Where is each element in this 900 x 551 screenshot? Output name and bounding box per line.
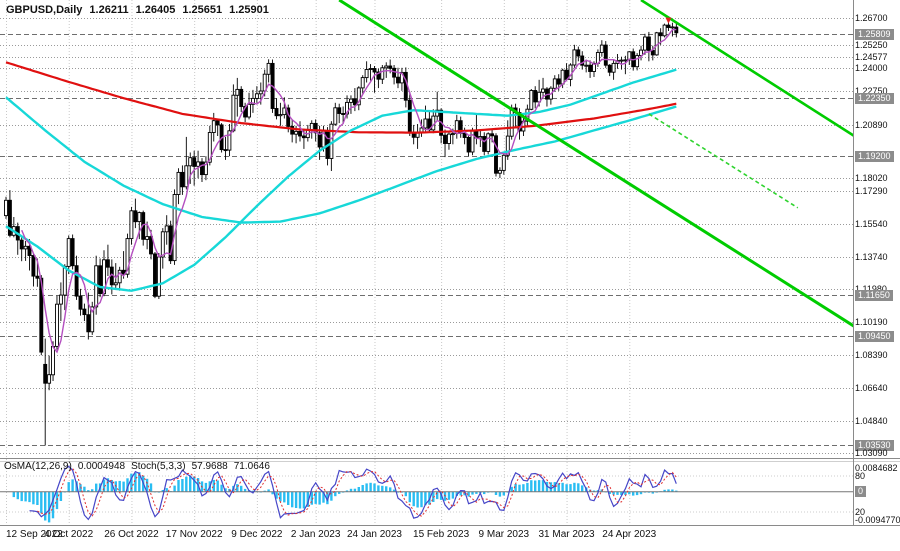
date-axis-label: 2 Jan 2023 [290,529,341,540]
date-axis-label: 12 Sep 2022 [6,529,63,540]
chart-title: GBPUSD,Daily 1.26211 1.26405 1.25651 1.2… [6,4,269,16]
date-axis-label: 24 Jan 2023 [346,529,402,540]
ma-cyan-slow [5,96,677,224]
ma-red-slow [5,61,677,134]
price-axis-label: 1.06640 [855,382,888,393]
date-axis-label: 9 Mar 2023 [478,529,530,540]
date-axis-label: 4 Oct 2022 [44,529,94,540]
indicator-axis-label: 0 [855,485,867,497]
descending-trendline-upper [640,0,853,137]
price-axis-label: 1.24577 [855,52,888,63]
stochastic-lines [29,465,677,521]
stoch-d-value: 71.0646 [233,461,270,472]
date-axis-label: 24 Apr 2023 [602,529,657,540]
stoch-name: Stoch(5,3,3) [131,461,186,472]
ohlc-high: 1.26405 [135,4,176,16]
price-axis-label: 1.13740 [855,251,888,262]
ohlc-close: 1.25901 [229,4,269,16]
price-axis-label: 1.22750 [855,85,888,96]
price-axis-label: 1.17290 [855,186,888,197]
price-axis-label: 1.20890 [855,120,888,131]
date-axis-label: 15 Feb 2023 [413,529,470,540]
price-level-badge: 1.25809 [855,29,894,41]
price-axis-label: 1.26700 [855,13,888,24]
price-axis-label: 1.25250 [855,39,888,50]
indicator-axis-label: 80 [855,471,866,481]
grid-layer [6,0,631,525]
osma-name: OsMA(12,26,9) [4,461,72,472]
indicator-axis-label: 20 [855,507,866,517]
ma-cyan-fast [5,68,677,292]
indicator-label: OsMA(12,26,9) 0.0004948 Stoch(5,3,3) 57.… [4,461,270,472]
price-axis-label: 1.11980 [855,284,887,295]
moving-averages-layer [5,28,677,354]
price-level-badge: 1.09450 [855,330,894,342]
price-axis-label: 1.18020 [855,172,888,183]
price-axis-label: 1.08390 [855,350,888,361]
price-axis-label: 1.04840 [855,415,888,426]
stoch-signal-line [37,467,677,517]
date-axis-label: 26 Oct 2022 [104,529,159,540]
price-level-badge: 1.03530 [855,439,894,451]
date-axis-label: 31 Mar 2023 [538,529,595,540]
date-axis-label: 9 Dec 2022 [231,529,283,540]
price-axis-label: 1.24000 [855,62,888,73]
trendlines-layer [338,0,853,328]
price-levels-layer [0,18,853,454]
price-level-badge: 1.19200 [855,151,894,163]
ohlc-low: 1.25651 [182,4,223,16]
indicator-axis-label: -0.0094770 [855,515,900,525]
descending-trendline-major [338,0,853,328]
osma-value: 0.0004948 [77,461,126,472]
stoch-k-value: 57.9688 [191,461,228,472]
price-axis-label: 1.03090 [855,448,888,459]
ohlc-open: 1.26211 [89,4,129,16]
price-level-badge: 1.22350 [855,93,894,105]
date-axis-label: 17 Nov 2022 [165,529,223,540]
ma-magenta-sma5 [21,28,677,354]
chart-symbol-period: GBPUSD,Daily [6,4,83,16]
indicator-axis-label: 0.0084682 [855,463,898,473]
price-level-badge: 1.11650 [855,290,893,302]
descending-trendline-dotted [648,113,799,209]
price-axis-label: 1.15540 [855,218,888,229]
sell-arrow [665,17,672,24]
price-axis-label: 1.10190 [855,317,888,328]
